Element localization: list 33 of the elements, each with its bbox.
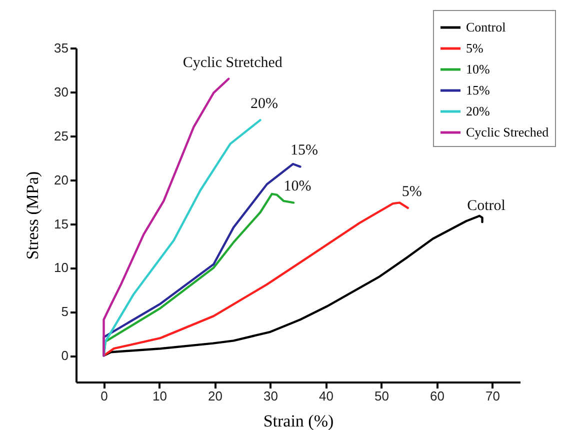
line-series	[102, 78, 230, 357]
annotation: 5%	[402, 184, 422, 200]
legend-label: Cyclic Streched	[466, 124, 550, 140]
legend-label: 5%	[466, 40, 484, 56]
x-tick-label: 60	[430, 388, 444, 404]
line-series	[102, 202, 409, 357]
x-tick-label: 30	[264, 388, 278, 404]
annotation: 15%	[290, 142, 318, 159]
y-tick-label: 35	[54, 40, 68, 56]
annotation: 10%	[284, 178, 312, 195]
legend-label: 20%	[466, 104, 490, 118]
y-tick-label: 30	[54, 84, 68, 100]
x-tick-label: 70	[486, 388, 500, 404]
y-tick-label: 0	[61, 348, 68, 364]
y-tick-label: 20	[54, 172, 68, 188]
x-tick-label: 10	[152, 388, 167, 404]
x-axis-title: Strain (%)	[263, 412, 334, 430]
y-tick-label: 5	[61, 304, 68, 320]
annotation: 20%	[250, 96, 278, 112]
y-axis-title: Stress (MPa)	[23, 171, 42, 260]
x-tick-label: 0	[100, 388, 108, 404]
x-tick-label: 20	[208, 388, 222, 404]
y-tick-label: 15	[54, 216, 68, 232]
legend-label: 10%	[466, 62, 490, 76]
x-tick-label: 40	[319, 388, 334, 404]
legend-label: Control	[466, 20, 506, 34]
y-tick-label: 10	[54, 260, 68, 276]
y-tick-label: 25	[54, 128, 68, 144]
annotation: Cyclic Stretched	[182, 54, 283, 71]
legend-label: 15%	[466, 82, 490, 98]
annotation: Cotrol	[467, 198, 506, 214]
x-tick-label: 50	[374, 388, 389, 404]
line-series	[102, 214, 484, 357]
